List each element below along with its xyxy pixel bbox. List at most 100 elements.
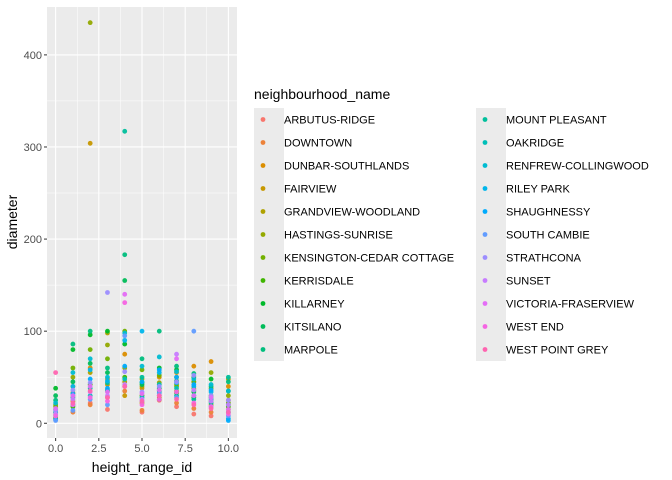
data-point	[174, 363, 179, 369]
data-point	[105, 370, 110, 376]
legend-marker	[260, 324, 266, 329]
data-point	[225, 379, 231, 385]
data-point	[156, 387, 162, 393]
data-point	[105, 395, 110, 400]
data-point	[53, 400, 59, 406]
legend-key	[254, 131, 284, 154]
legend-label: WEST END	[506, 322, 564, 334]
data-point	[105, 378, 110, 384]
data-point	[191, 387, 197, 393]
data-point	[53, 385, 59, 391]
legend-label: SOUTH CAMBIE	[506, 230, 590, 242]
data-point	[225, 384, 231, 389]
y-axis-label: diameter	[4, 194, 20, 249]
y-axis: 0 100 200 300 400	[24, 50, 47, 430]
legend-marker	[482, 324, 488, 329]
legend-title: neighbourhood_name	[254, 86, 390, 102]
data-point	[70, 393, 76, 399]
data-point	[174, 351, 179, 357]
data-point	[225, 418, 231, 423]
data-point	[174, 369, 179, 375]
data-point	[87, 402, 93, 408]
data-point	[156, 396, 162, 402]
data-point	[122, 278, 128, 283]
data-point	[174, 385, 179, 391]
legend-marker	[482, 117, 488, 122]
data-point	[191, 382, 197, 387]
y-tick-label: 0	[36, 418, 42, 430]
data-point	[122, 393, 128, 399]
legend-label: HASTINGS-SUNRISE	[284, 230, 393, 242]
legend-label: KERRISDALE	[284, 276, 354, 288]
y-tick-label: 200	[24, 234, 42, 246]
data-point	[70, 407, 76, 413]
legend-key	[476, 246, 506, 269]
data-point	[191, 411, 197, 417]
data-point	[191, 396, 197, 402]
data-point	[122, 351, 128, 357]
data-point	[139, 374, 145, 380]
data-point	[208, 409, 214, 415]
data-point	[156, 354, 162, 360]
legend-key	[254, 338, 284, 361]
x-axis-label: height_range_id	[92, 459, 192, 475]
data-point	[122, 341, 128, 347]
data-point	[122, 388, 128, 394]
data-point	[105, 328, 110, 334]
legend-key	[476, 200, 506, 223]
legend-marker	[260, 278, 266, 283]
legend-label: RENFREW-COLLINGWOOD	[506, 161, 649, 173]
data-point	[105, 402, 110, 408]
legend-label: MARPOLE	[284, 345, 338, 357]
data-point	[87, 388, 93, 394]
legend-marker	[260, 163, 266, 168]
legend-marker	[482, 278, 488, 283]
legend-marker	[482, 209, 488, 214]
data-point	[87, 384, 93, 389]
data-point	[191, 328, 197, 334]
data-point	[122, 128, 128, 134]
data-point	[174, 404, 179, 410]
legend-marker	[260, 301, 266, 306]
legend-key	[254, 269, 284, 292]
data-point	[87, 140, 93, 146]
data-point	[105, 342, 110, 348]
data-point	[208, 359, 214, 364]
legend-key	[476, 292, 506, 315]
data-point	[70, 379, 76, 385]
data-point	[139, 356, 145, 362]
data-point	[70, 341, 76, 347]
data-point	[70, 365, 76, 371]
legend-key	[254, 200, 284, 223]
data-point	[191, 372, 197, 378]
data-point	[87, 380, 93, 386]
data-point	[174, 396, 179, 402]
data-point	[139, 363, 145, 369]
data-point	[139, 391, 145, 397]
legend-key	[254, 154, 284, 177]
data-point	[70, 374, 76, 380]
legend-key	[254, 223, 284, 246]
data-point	[225, 402, 231, 408]
data-point	[105, 385, 110, 391]
data-point	[53, 370, 59, 376]
data-point	[208, 398, 214, 404]
legend-label: KILLARNEY	[284, 299, 345, 311]
data-point	[87, 20, 93, 26]
data-point	[191, 393, 197, 399]
legend-key	[254, 108, 284, 131]
data-point	[208, 406, 214, 411]
data-point	[53, 413, 59, 419]
data-point	[208, 370, 214, 376]
data-point	[87, 347, 93, 352]
legend-label: MOUNT PLEASANT	[506, 115, 607, 127]
legend-items: ARBUTUS-RIDGE DOWNTOWN DUNBAR-SOUTHLANDS FA…	[254, 108, 649, 361]
data-point	[70, 400, 76, 406]
data-point	[70, 396, 76, 402]
legend-marker	[260, 186, 266, 191]
x-tick-label: 2.5	[91, 443, 106, 455]
data-point	[139, 328, 145, 334]
data-points	[53, 20, 231, 423]
legend-label: DOWNTOWN	[284, 138, 352, 150]
data-point	[191, 376, 197, 382]
